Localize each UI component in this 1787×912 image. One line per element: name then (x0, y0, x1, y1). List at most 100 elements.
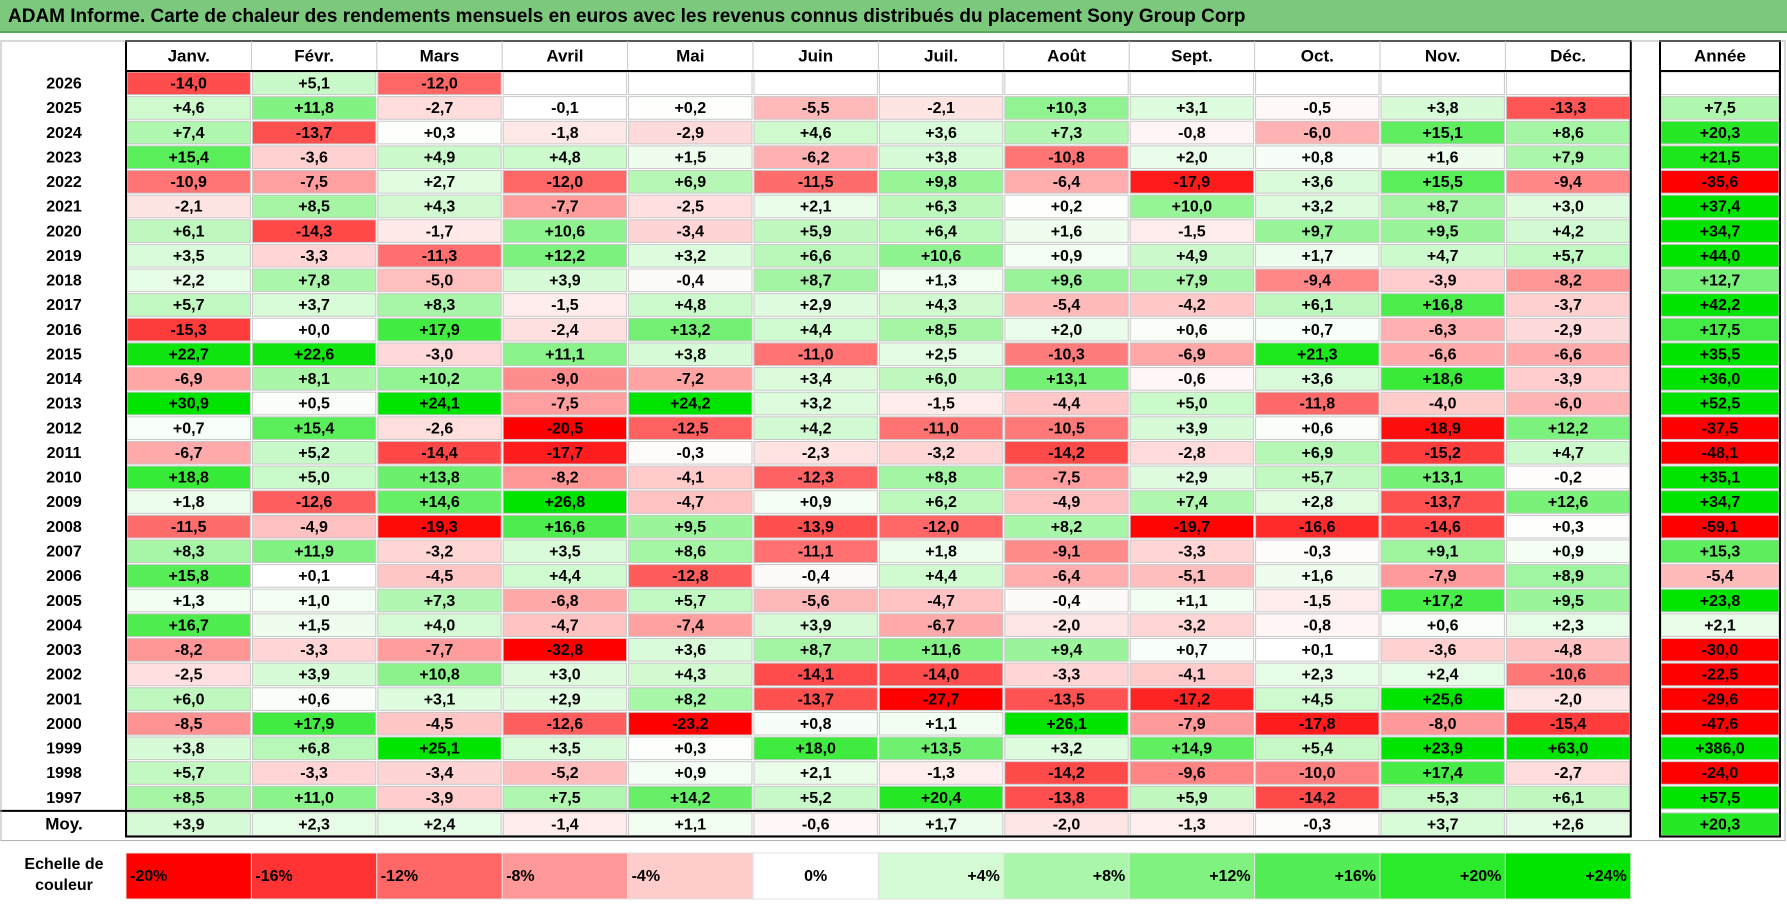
average-value: -1,4 (551, 816, 579, 833)
heatmap-cell (251, 564, 377, 588)
heatmap-cell (377, 342, 502, 367)
cell-value: +6,8 (298, 741, 330, 758)
title-bar: ADAM Informe. Carte de chaleur des rende… (0, 0, 1787, 33)
row-year-label: 2026 (46, 76, 82, 93)
heatmap-cell (251, 342, 377, 367)
heatmap-cell (753, 170, 878, 194)
heatmap-cell (753, 490, 878, 514)
cell-value: +8,7 (800, 273, 832, 290)
cell-value: +8,3 (173, 544, 205, 561)
cell-value: +25,1 (419, 741, 460, 758)
heatmap-cell (628, 145, 753, 170)
cell-value: +9,6 (1051, 273, 1083, 290)
cell-value: +4,9 (1176, 248, 1208, 265)
heatmap-cell (251, 219, 377, 243)
cell-value: +6,1 (173, 223, 205, 240)
cell-value: +15,5 (1422, 174, 1463, 191)
row-year-label: 2022 (46, 174, 82, 191)
cell-value: -10,5 (1048, 420, 1085, 437)
row-year-label: 2002 (46, 667, 82, 684)
cell-value: +11,1 (545, 346, 585, 363)
heatmap-cell (251, 539, 377, 564)
annual-header: Année (1694, 46, 1746, 65)
cell-value: -4,9 (300, 519, 328, 536)
heatmap-cell (1004, 465, 1129, 490)
cell-value: +5,7 (675, 593, 707, 610)
cell-value: +6,0 (925, 371, 957, 388)
cell-value: -10,3 (1048, 346, 1085, 363)
cell-value: -6,4 (1053, 174, 1081, 191)
sheet-border (0, 40, 1786, 842)
average-annual-value: +20,3 (1700, 816, 1741, 833)
cell-value: -20,5 (547, 420, 584, 437)
heatmap-cell (502, 564, 628, 588)
heatmap-cell (377, 416, 502, 440)
cell-value: +1,5 (675, 149, 707, 166)
cell-value: -7,7 (426, 642, 454, 659)
cell-value: -7,4 (677, 617, 705, 634)
cell-value: -3,3 (1178, 544, 1206, 561)
cell-value: +1,3 (925, 273, 957, 290)
heatmap-cell (1255, 416, 1380, 440)
cell-value: +2,7 (424, 174, 456, 191)
heatmap-cell (1004, 293, 1129, 317)
row-year-label: 2005 (46, 593, 82, 610)
cell-value: +7,4 (1176, 494, 1208, 511)
column-header: Nov. (1425, 46, 1461, 65)
heatmap-cell (1255, 514, 1380, 539)
cell-value: +11,0 (294, 790, 334, 807)
cell-value: +9,7 (1302, 223, 1334, 240)
heatmap-cell (1129, 440, 1255, 465)
cell-value: -12,8 (672, 568, 709, 585)
average-value: +2,3 (298, 816, 330, 833)
cell-value: +23,9 (1422, 741, 1463, 758)
cell-value: +63,0 (1548, 741, 1589, 758)
row-year-label: 2021 (46, 199, 82, 216)
cell-value: -14,1 (797, 667, 834, 684)
cell-value: +0,7 (1176, 642, 1208, 659)
cell-value: +6,9 (1302, 445, 1334, 462)
heatmap-cell (753, 785, 878, 810)
cell-value: -3,9 (426, 790, 454, 807)
cell-value: +4,7 (1427, 248, 1459, 265)
column-header: Mai (676, 46, 704, 65)
cell-value: +9,8 (925, 174, 957, 191)
cell-value: +8,8 (925, 470, 957, 487)
cell-value: -6,6 (1429, 346, 1457, 363)
cell-value: -0,4 (677, 273, 705, 290)
heatmap-cell (628, 96, 753, 120)
column-header: Juil. (924, 46, 958, 65)
cell-value: -9,0 (551, 371, 579, 388)
cell-value: +11,6 (921, 642, 961, 659)
heatmap-cell (878, 342, 1004, 367)
cell-value: +0,6 (1427, 617, 1459, 634)
heatmap-cell (878, 120, 1004, 145)
annual-value: +17,5 (1700, 322, 1741, 339)
row-year-label: 2004 (46, 617, 82, 634)
heatmap-cell (377, 564, 502, 588)
cell-value: +3,2 (800, 396, 832, 413)
cell-value: +4,2 (800, 420, 832, 437)
cell-value: -8,0 (1429, 716, 1457, 733)
heatmap-cell (1004, 539, 1129, 564)
row-year-label: 2010 (46, 470, 82, 487)
heatmap-cell (753, 440, 878, 465)
cell-value: +4,4 (800, 322, 832, 339)
heatmap-cell (1004, 71, 1129, 96)
heatmap-cell (628, 662, 753, 687)
annual-value: +23,8 (1700, 593, 1741, 610)
heatmap-cell (251, 662, 377, 687)
cell-value: -2,7 (426, 100, 454, 117)
cell-value: +0,1 (298, 568, 330, 585)
annual-border (1659, 70, 1781, 838)
cell-value: +4,7 (1552, 445, 1584, 462)
heatmap-cell (628, 219, 753, 243)
heatmap-cell (1129, 145, 1255, 170)
cell-value: +9,5 (1427, 223, 1459, 240)
heatmap-cell (251, 145, 377, 170)
heatmap-cell (753, 243, 878, 268)
cell-value: +8,5 (298, 199, 330, 216)
annual-value: -24,0 (1702, 765, 1739, 782)
cell-value: -8,2 (175, 642, 203, 659)
cell-value: -15,3 (170, 322, 207, 339)
